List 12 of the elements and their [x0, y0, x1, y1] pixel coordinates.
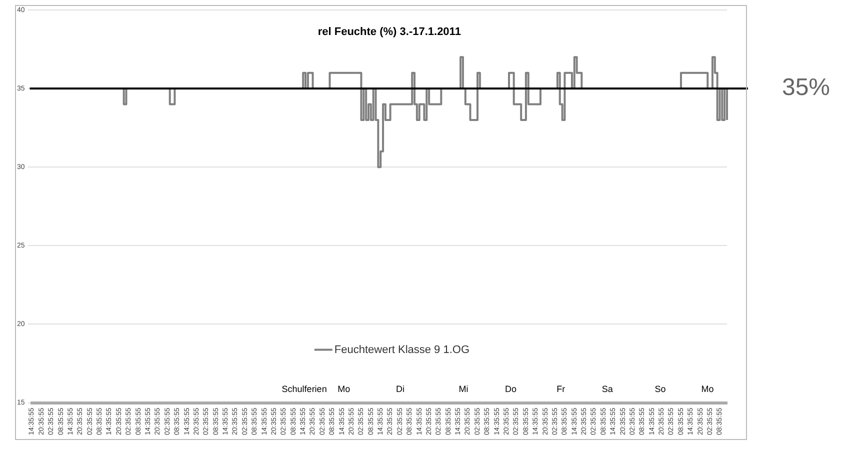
legend-label: Feuchtewert Klasse 9 1.OG [334, 344, 470, 356]
annotation: Mo [701, 384, 714, 394]
annotation: Fr [556, 384, 566, 394]
annotation: Mi [458, 384, 468, 394]
annotation: So [654, 384, 666, 394]
annotation: Sa [602, 384, 613, 394]
annotation: Schulferien [282, 384, 327, 394]
annotation: Mo [338, 384, 350, 394]
annotation: Do [505, 384, 517, 394]
text: rel Feuchte (%) 3.-17.1.2011 [318, 26, 461, 38]
annotation: Di [396, 384, 404, 394]
ref-line-label: 35% [782, 74, 830, 102]
